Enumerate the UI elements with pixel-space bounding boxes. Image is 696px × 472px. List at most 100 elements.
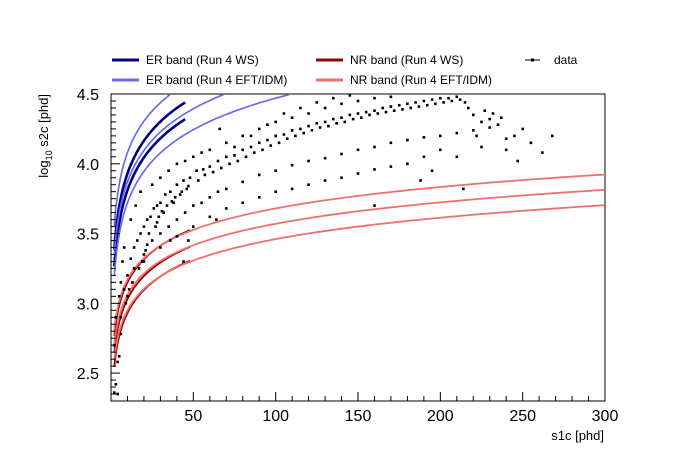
data-point: [241, 201, 244, 205]
data-point: [455, 131, 459, 135]
data-point: [183, 211, 187, 214]
data-point: [159, 201, 162, 205]
data-point: [323, 120, 327, 124]
data-point: [483, 109, 487, 112]
data-point: [241, 134, 244, 138]
data-point: [356, 99, 360, 103]
data-point: [216, 190, 220, 193]
x-tick-label: 200: [427, 408, 454, 425]
data-point: [188, 176, 192, 179]
data-point: [340, 116, 343, 119]
data-point: [414, 101, 417, 104]
data-point: [129, 257, 133, 260]
data-point: [208, 165, 212, 168]
data-point: [439, 96, 442, 100]
data-point: [389, 141, 393, 145]
data-point: [488, 117, 491, 121]
data-point: [225, 207, 228, 210]
data-point: [340, 176, 343, 179]
data-point: [274, 120, 277, 124]
data-point: [134, 204, 137, 207]
data-point: [290, 129, 294, 132]
data-point: [129, 218, 133, 221]
data-point: [132, 246, 136, 249]
data-point: [458, 98, 462, 101]
data-point: [241, 148, 244, 152]
data-point: [356, 148, 360, 152]
data-point: [467, 106, 470, 110]
data-point: [139, 232, 142, 235]
x-tick-label: 100: [262, 408, 289, 425]
data-point: [389, 165, 393, 168]
data-point: [159, 176, 162, 179]
data-point: [513, 134, 516, 138]
data-point: [373, 109, 376, 112]
data-point: [121, 260, 124, 263]
data-point: [480, 120, 483, 124]
data-point: [208, 215, 212, 219]
data-point: [348, 94, 352, 97]
data-point: [183, 159, 187, 163]
bands-layer: [113, 93, 606, 367]
band-1-curve-2: [113, 93, 290, 277]
data-point: [335, 122, 338, 125]
data-point: [159, 232, 162, 235]
data-point: [225, 155, 228, 159]
data-point: [299, 127, 302, 131]
data-point: [290, 116, 294, 119]
data-point: [169, 190, 172, 193]
data-point: [422, 155, 426, 159]
data-point: [450, 99, 454, 103]
data-point: [397, 103, 401, 107]
data-point: [126, 274, 129, 277]
data-point: [215, 218, 218, 221]
legend-label: data: [554, 53, 578, 67]
data-point: [233, 145, 236, 149]
data-point: [249, 134, 253, 138]
data-point: [159, 246, 162, 249]
axes: 50 100 150 200 250 300 2.5 3.0 3.5 4.0 4.5: [77, 87, 619, 425]
data-point: [406, 102, 409, 106]
band-3-curve-0: [113, 173, 606, 330]
x-tick-label: 250: [509, 408, 536, 425]
data-point: [455, 95, 459, 99]
data-point: [406, 162, 409, 166]
data-point: [136, 239, 139, 242]
data-point: [373, 168, 376, 171]
data-point: [529, 141, 533, 145]
data-point: [425, 103, 429, 107]
data-point: [150, 183, 154, 186]
data-point: [142, 225, 146, 228]
data-point: [307, 124, 310, 128]
data-point: [422, 136, 426, 139]
data-point: [417, 105, 421, 108]
legend-label: ER band (Run 4 WS): [146, 53, 259, 67]
data-point: [200, 151, 203, 154]
data-point: [348, 113, 352, 117]
data-point: [327, 124, 330, 128]
y-tick-label: 3.0: [77, 296, 99, 313]
data-point: [170, 200, 174, 203]
data-points: [113, 94, 554, 396]
data-point: [131, 281, 134, 284]
data-point: [381, 106, 384, 110]
y-tick-label: 2.5: [77, 366, 99, 383]
data-point: [282, 133, 286, 136]
data-point: [290, 163, 294, 167]
data-point: [323, 156, 327, 160]
data-point: [419, 179, 422, 182]
data-point: [323, 106, 327, 110]
data-point: [496, 123, 500, 126]
x-tick-label: 50: [184, 408, 202, 425]
data-point: [124, 302, 128, 305]
data-point: [144, 249, 147, 252]
data-point: [343, 120, 347, 124]
data-point: [257, 173, 261, 177]
legend-label: NR band (Run 4 EFT/IDM): [350, 73, 492, 87]
band-2-curve-1: [113, 246, 191, 353]
data-point: [356, 172, 360, 175]
band-3-curve-2: [113, 204, 606, 361]
y-tick-label: 4.0: [77, 157, 99, 174]
data-point: [376, 112, 380, 115]
data-point: [500, 116, 503, 119]
